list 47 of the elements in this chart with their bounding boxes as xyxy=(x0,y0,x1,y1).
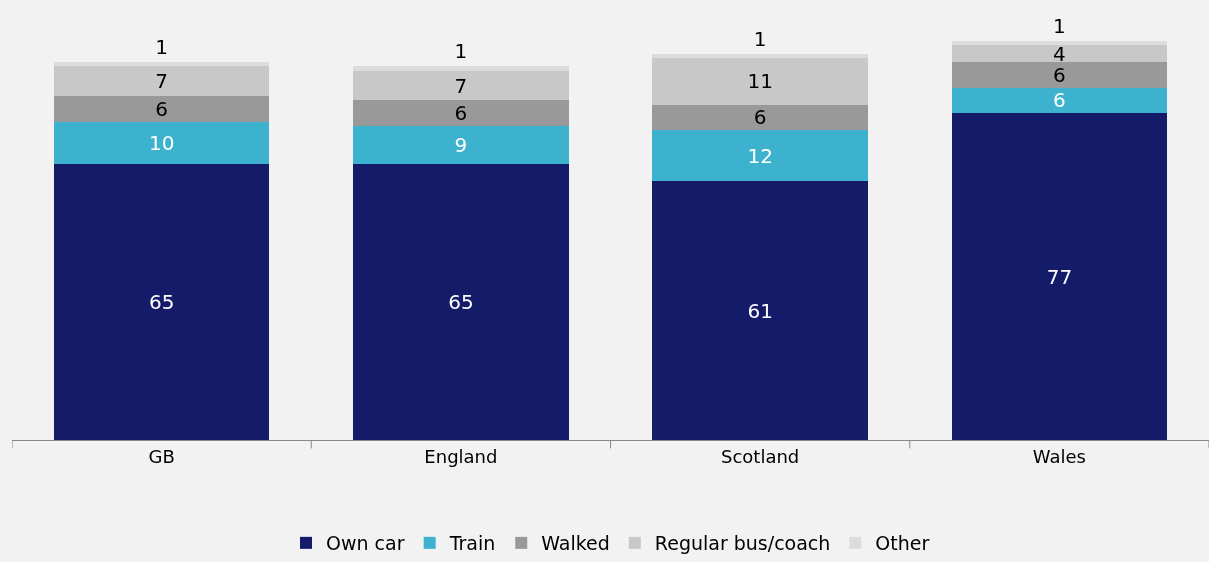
bar xyxy=(353,66,569,71)
data-label: 1 xyxy=(454,39,468,64)
data-label: 1 xyxy=(753,26,767,51)
legend-label: Walked xyxy=(541,532,610,555)
x-tick-label: England xyxy=(424,445,498,467)
data-label: 65 xyxy=(148,290,175,315)
data-label: 9 xyxy=(454,132,468,157)
bar xyxy=(53,96,270,122)
data-label: 1 xyxy=(1053,14,1066,38)
bar xyxy=(951,113,1168,440)
data-label: 6 xyxy=(155,96,168,121)
data-label: 7 xyxy=(454,73,468,98)
data-label: 6 xyxy=(454,101,468,126)
bar xyxy=(353,164,569,440)
x-tick-label: GB xyxy=(148,445,175,467)
bar xyxy=(951,62,1168,88)
bar xyxy=(53,62,270,67)
bar xyxy=(652,104,868,131)
data-label: 10 xyxy=(148,130,175,155)
data-label: 61 xyxy=(747,298,773,323)
data-label: 65 xyxy=(448,290,474,315)
bar xyxy=(353,70,569,101)
bar xyxy=(652,53,868,58)
bar xyxy=(652,130,868,182)
legend-label: Regular bus/coach xyxy=(654,532,831,555)
data-label: 12 xyxy=(747,143,773,168)
data-label: 6 xyxy=(1053,88,1066,113)
x-tick-label: Scotland xyxy=(721,445,800,467)
bar xyxy=(652,181,868,440)
data-label: 11 xyxy=(747,69,773,94)
legend-label: Train xyxy=(448,532,496,555)
legend-label: Other xyxy=(875,532,930,555)
x-tick-label: Wales xyxy=(1032,445,1086,467)
bar xyxy=(53,164,270,440)
bar xyxy=(353,100,569,126)
bar xyxy=(951,87,1168,114)
data-label: 6 xyxy=(753,105,767,130)
bar xyxy=(353,125,569,165)
legend-label: Own car xyxy=(326,532,405,555)
bar xyxy=(652,57,868,105)
bar xyxy=(53,121,270,165)
data-label: 77 xyxy=(1046,264,1073,289)
data-label: 7 xyxy=(155,69,168,94)
bar xyxy=(951,45,1168,63)
bar xyxy=(951,41,1168,46)
bar xyxy=(53,66,270,97)
data-label: 1 xyxy=(155,35,168,60)
